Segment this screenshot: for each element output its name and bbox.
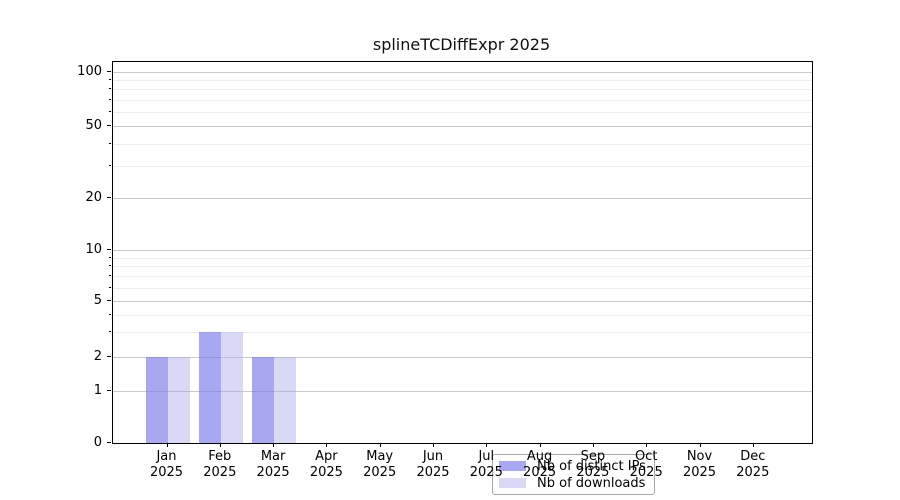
legend-row: Nb of distinct IPs (499, 459, 648, 474)
minor-gridline (113, 143, 812, 145)
major-gridline (113, 249, 812, 251)
x-tick-mark (433, 443, 434, 447)
y-minor-tick-mark (109, 275, 111, 277)
y-tick-label: 50 (85, 118, 102, 133)
y-tick-label: 2 (93, 349, 102, 364)
y-minor-tick-mark (109, 79, 111, 81)
major-gridline (113, 126, 812, 127)
y-tick-mark (107, 197, 111, 199)
x-tick-label: Dec 2025 (736, 449, 770, 480)
x-tick-label: Jan 2025 (149, 449, 184, 480)
major-gridline (113, 390, 812, 392)
y-minor-tick-mark (109, 256, 111, 258)
y-minor-tick-mark (109, 286, 111, 288)
y-tick-label: 100 (77, 63, 102, 79)
major-gridline (113, 357, 812, 358)
y-minor-tick-mark (109, 142, 111, 144)
minor-gridline (113, 80, 812, 82)
x-tick-label: Jun 2025 (416, 449, 450, 480)
y-tick-mark (107, 300, 111, 301)
x-tick-mark (379, 443, 381, 447)
y-tick-mark (107, 248, 111, 250)
x-tick-mark (646, 443, 648, 447)
chart-title: splineTCDiffExpr 2025 (372, 35, 551, 54)
minor-gridline (113, 111, 812, 113)
x-tick-mark (273, 443, 275, 447)
minor-gridline (113, 287, 812, 289)
y-minor-tick-mark (109, 110, 111, 112)
major-gridline (113, 301, 812, 302)
minor-gridline (113, 266, 812, 268)
x-tick-label: Oct 2025 (629, 449, 663, 480)
y-tick-mark (107, 356, 111, 357)
x-tick-label: Apr 2025 (309, 449, 343, 480)
x-tick-mark (486, 443, 488, 447)
y-tick-mark (107, 70, 111, 72)
y-minor-tick-mark (109, 88, 111, 90)
minor-gridline (113, 166, 812, 168)
x-tick-mark (326, 443, 328, 447)
y-tick-label: 0 (93, 435, 102, 450)
minor-gridline (113, 314, 812, 316)
x-tick-label: Nov 2025 (682, 449, 717, 480)
minor-gridline (113, 257, 812, 259)
bar (198, 332, 221, 443)
y-tick-mark (107, 389, 111, 391)
legend-label: Nb of downloads (537, 475, 646, 491)
y-minor-tick-mark (109, 313, 111, 315)
major-gridline (113, 71, 812, 73)
y-tick-label: 20 (85, 190, 102, 206)
legend-row: Nb of downloads (499, 476, 648, 491)
x-tick-mark (166, 443, 168, 447)
y-tick-label: 1 (93, 382, 102, 398)
minor-gridline (113, 89, 812, 91)
y-minor-tick-mark (109, 331, 111, 333)
x-tick-mark (592, 443, 594, 447)
x-tick-mark (539, 443, 541, 447)
x-tick-mark (699, 443, 701, 447)
legend-swatch (499, 478, 526, 488)
minor-gridline (113, 276, 812, 278)
y-minor-tick-mark (109, 98, 111, 100)
legend-swatch (499, 461, 526, 471)
x-tick-label: May 2025 (363, 449, 397, 480)
bar (220, 332, 243, 443)
bar (167, 357, 190, 443)
x-tick-label: Feb 2025 (203, 449, 237, 480)
y-tick-mark (107, 442, 111, 443)
y-minor-tick-mark (109, 165, 111, 167)
plot-area: Nb of distinct IPs Nb of downloads (112, 61, 813, 495)
x-tick-label: Jul 2025 (469, 449, 503, 480)
x-tick-label: Sep 2025 (576, 449, 610, 480)
major-gridline (113, 198, 812, 200)
y-tick-label: 5 (93, 293, 102, 308)
y-tick-mark (107, 125, 111, 126)
bar (252, 357, 275, 443)
bar (145, 357, 168, 443)
y-tick-label: 10 (85, 241, 102, 257)
legend: Nb of distinct IPs Nb of downloads (492, 454, 655, 495)
minor-gridline (113, 332, 812, 334)
y-minor-tick-mark (109, 265, 111, 267)
x-tick-label: Mar 2025 (256, 449, 290, 480)
minor-gridline (113, 99, 812, 101)
x-tick-mark (752, 443, 754, 447)
legend-label: Nb of distinct IPs (537, 458, 646, 474)
x-tick-label: Aug 2025 (523, 449, 557, 480)
bar (274, 357, 297, 443)
x-tick-mark (219, 443, 221, 447)
